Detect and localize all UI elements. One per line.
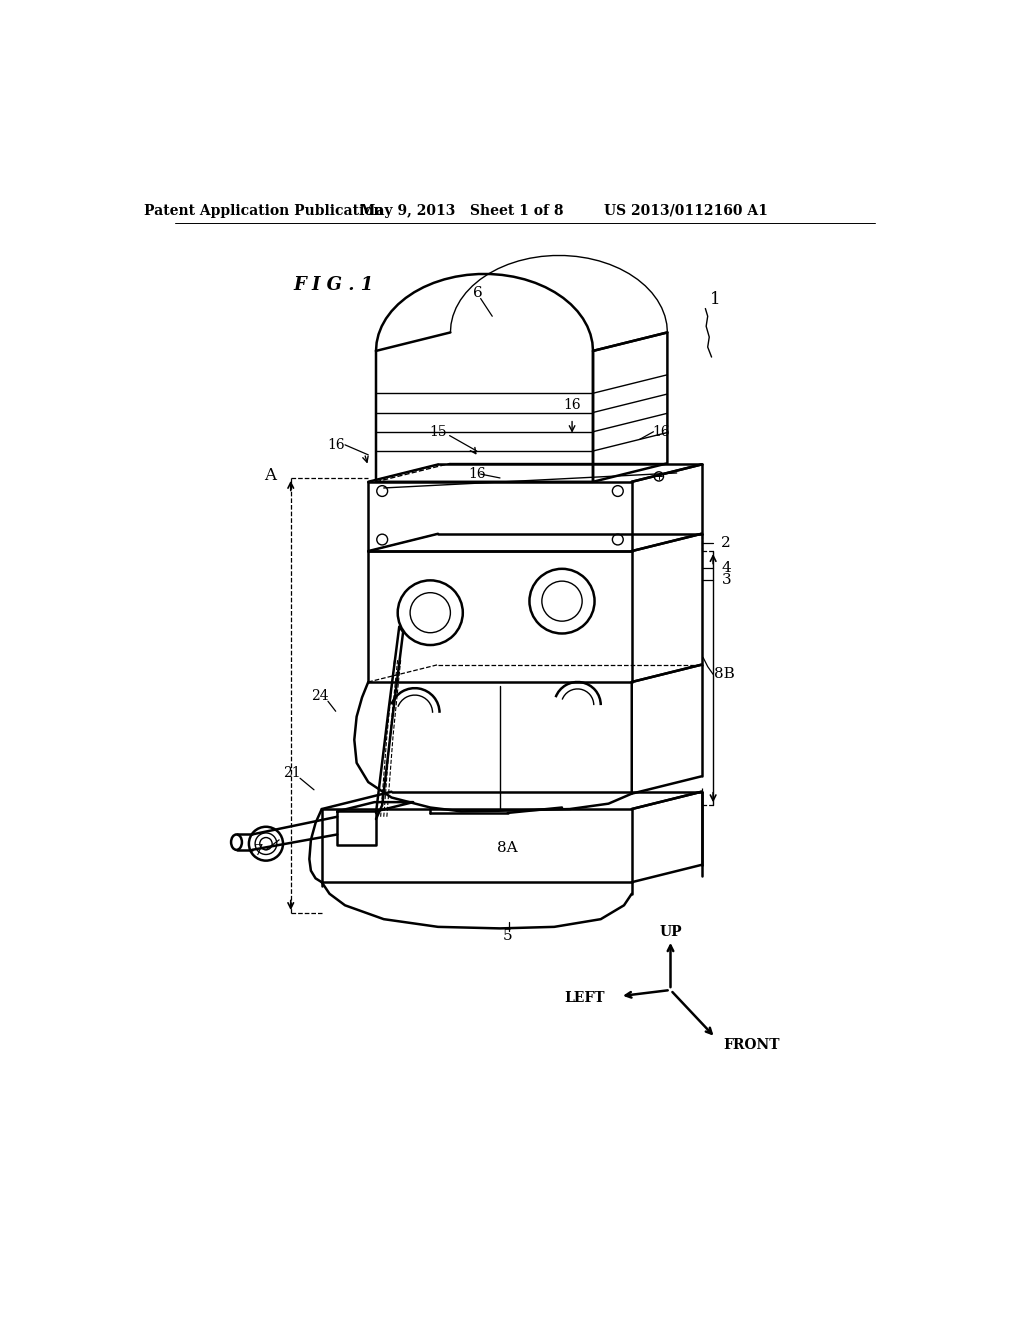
Text: 24: 24 — [311, 689, 329, 702]
Text: 2: 2 — [722, 536, 731, 550]
Text: 16: 16 — [468, 467, 485, 480]
Text: US 2013/0112160 A1: US 2013/0112160 A1 — [604, 203, 768, 218]
Text: 15: 15 — [429, 425, 446, 438]
Text: 21: 21 — [284, 766, 301, 780]
Text: 5: 5 — [503, 929, 513, 942]
Text: 4: 4 — [722, 561, 731, 576]
Text: 16: 16 — [327, 438, 344, 451]
Text: Patent Application Publication: Patent Application Publication — [143, 203, 383, 218]
Text: 8A: 8A — [498, 841, 518, 854]
Text: 3: 3 — [722, 573, 731, 587]
Text: A: A — [264, 467, 275, 484]
Text: 6: 6 — [473, 286, 483, 300]
Text: 16: 16 — [563, 397, 581, 412]
Text: 16: 16 — [652, 425, 670, 438]
Text: LEFT: LEFT — [564, 991, 604, 1005]
Text: 7: 7 — [253, 845, 263, 858]
Text: May 9, 2013   Sheet 1 of 8: May 9, 2013 Sheet 1 of 8 — [359, 203, 563, 218]
Text: 8B: 8B — [715, 668, 735, 681]
Text: 1: 1 — [710, 290, 721, 308]
Text: UP: UP — [659, 925, 682, 940]
Text: F I G . 1: F I G . 1 — [293, 276, 374, 294]
Text: FRONT: FRONT — [723, 1039, 779, 1052]
